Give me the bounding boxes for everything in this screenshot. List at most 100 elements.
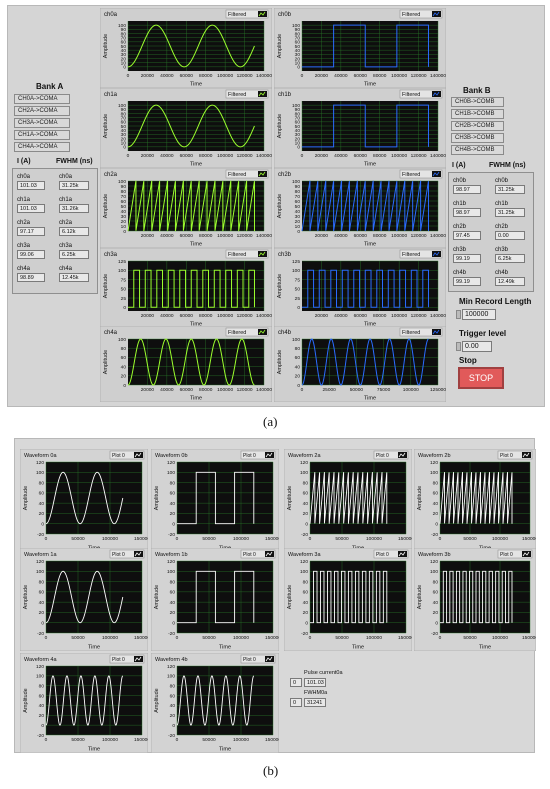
legend-box[interactable] <box>225 327 269 337</box>
x-tick-label: 60000 <box>180 153 194 159</box>
y-tick-label: -20 <box>37 733 44 739</box>
x-axis-label: Time <box>364 396 376 402</box>
y-tick-label: 40 <box>303 501 309 507</box>
bank-a-button-2[interactable]: CH3A->COMA <box>14 118 70 128</box>
series-line <box>176 675 254 726</box>
bank-a-button-4[interactable]: CH4A->COMA <box>14 142 70 152</box>
trigger-level-stepper[interactable] <box>456 342 461 351</box>
legend-box[interactable] <box>399 249 443 259</box>
x-tick-label: 150000 <box>398 536 412 542</box>
y-tick-label: 70 <box>121 35 127 41</box>
y-axis-label: Amplitude <box>103 114 109 138</box>
y-tick-label: 100 <box>292 337 300 343</box>
bank-b-button-1[interactable]: CH1B->COMB <box>451 109 504 119</box>
bank-b-button-4[interactable]: CH4B->COMB <box>451 145 504 155</box>
bank-a-button-1[interactable]: CH2A->COMA <box>14 106 70 116</box>
chart-title: ch0a <box>104 12 118 18</box>
stop-button[interactable]: STOP <box>458 367 504 389</box>
x-tick-label: 50000 <box>202 536 216 542</box>
bank-b-button-0[interactable]: CH0B->COMB <box>451 97 504 107</box>
chart-title: ch4b <box>278 330 292 336</box>
chart-title: Waveform 1b <box>155 552 188 558</box>
legend-box[interactable] <box>497 549 533 559</box>
min-record-stepper[interactable] <box>456 310 461 319</box>
min-record-input[interactable]: 100000 <box>462 309 496 320</box>
caption-b: (b) <box>263 763 279 778</box>
y-axis-label: Amplitude <box>277 194 283 218</box>
legend-box[interactable] <box>109 549 145 559</box>
chart-ch4b: ch4b Filtered 0 20 40 60 80 100 0 25000 50000 75000… <box>274 326 446 402</box>
y-tick-label: 20 <box>121 219 127 225</box>
bank-b-fwhm-value-4: 12.49k <box>495 277 525 286</box>
bank-b-title: Bank B <box>463 86 491 95</box>
series-line <box>128 269 255 308</box>
y-tick-label: 0 <box>172 723 175 729</box>
bank-b-i-value-1: 98.97 <box>453 208 481 217</box>
y-tick-label: 0 <box>297 305 300 311</box>
legend-box[interactable] <box>109 450 145 460</box>
y-tick-label: -20 <box>431 631 438 637</box>
pulse-current-ctrl[interactable]: 0 <box>290 678 302 687</box>
bank-b-button-2[interactable]: CH2B->COMB <box>451 121 504 131</box>
legend-box[interactable] <box>225 249 269 259</box>
legend-box[interactable] <box>373 450 409 460</box>
legend-box[interactable] <box>497 450 533 460</box>
plot-area <box>440 561 530 633</box>
y-tick-label: 60 <box>303 590 309 596</box>
legend-label: Plot 0 <box>376 453 389 459</box>
y-tick-label: 60 <box>295 355 301 361</box>
legend-box[interactable] <box>373 549 409 559</box>
legend-swatch-line <box>134 452 142 458</box>
legend-box[interactable] <box>399 327 443 337</box>
y-tick-label: 40 <box>295 364 301 370</box>
legend-label: Filtered <box>402 92 420 98</box>
bank-a-values-box: ch0a 101.03 ch0a 31.25k ch1a 101.03 ch1a 31.26k… <box>12 168 98 294</box>
x-tick-label: 125000 <box>430 387 446 393</box>
bank-b-button-3[interactable]: CH3B->COMB <box>451 133 504 143</box>
series-line <box>45 675 123 726</box>
trigger-level-input[interactable]: 0.00 <box>462 341 492 352</box>
x-tick-label: 140000 <box>256 233 272 239</box>
bank-a-button-0[interactable]: CH0A->COMA <box>14 94 70 104</box>
x-tick-label: 100000 <box>391 313 407 319</box>
fwhm0a-ctrl[interactable]: 0 <box>290 698 302 707</box>
legend-box[interactable] <box>399 9 443 19</box>
x-axis-label: Time <box>364 162 376 168</box>
legend-box[interactable] <box>399 89 443 99</box>
x-tick-label: 150000 <box>134 536 148 542</box>
bank-b-fwhm-value-3: 6.25k <box>495 254 525 263</box>
y-tick-label: 40 <box>295 128 301 134</box>
legend-box[interactable] <box>109 654 145 664</box>
x-tick-label: 100000 <box>217 313 233 319</box>
x-tick-label: 120000 <box>237 313 253 319</box>
chart-title: ch3a <box>104 252 118 258</box>
y-tick-label: 120 <box>300 559 308 565</box>
legend-box[interactable] <box>225 89 269 99</box>
y-tick-label: 0 <box>297 145 300 151</box>
plot-area <box>177 561 273 633</box>
x-tick-label: 150000 <box>398 635 412 641</box>
legend-box[interactable] <box>225 169 269 179</box>
x-tick-label: 100000 <box>102 737 118 743</box>
x-tick-label: 0 <box>127 153 130 159</box>
chart-title: Waveform 0b <box>155 453 188 459</box>
legend-box[interactable] <box>240 654 276 664</box>
series-line <box>45 570 124 624</box>
bank-a-button-3[interactable]: CH1A->COMA <box>14 130 70 140</box>
x-tick-label: 40000 <box>160 73 174 79</box>
y-tick-label: 40 <box>433 501 439 507</box>
series-line <box>127 24 255 68</box>
legend-box[interactable] <box>240 450 276 460</box>
x-tick-label: 100000 <box>233 635 249 641</box>
chart-title: ch1b <box>278 92 292 98</box>
x-tick-label: 80000 <box>373 233 387 239</box>
legend-swatch-line <box>258 329 266 335</box>
x-tick-label: 50000 <box>350 387 364 393</box>
legend-box[interactable] <box>240 549 276 559</box>
legend-box[interactable] <box>399 169 443 179</box>
legend-box[interactable] <box>225 9 269 19</box>
x-tick-label: 40000 <box>160 153 174 159</box>
